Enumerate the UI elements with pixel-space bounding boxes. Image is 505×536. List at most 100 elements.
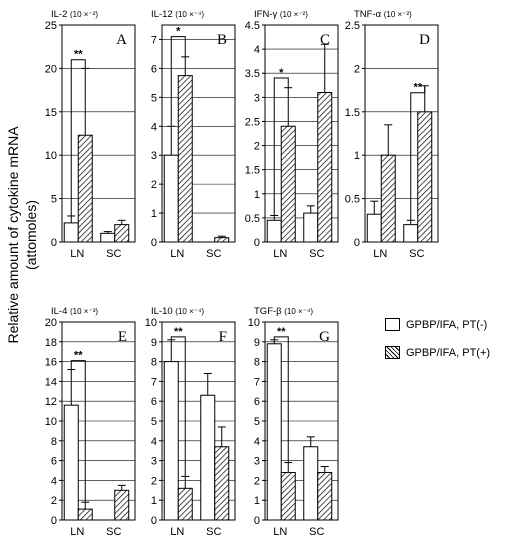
- bar-f-ln-s2: [177, 487, 193, 521]
- bar-g-sc-s2: [317, 471, 333, 521]
- bar-f-sc-s2: [214, 446, 230, 521]
- panel-letter-d: D: [419, 32, 430, 48]
- x-tick-label-g-sc: SC: [309, 526, 324, 536]
- y-tick-label-e: 2: [51, 495, 57, 507]
- y-tick-label-c: 2.5: [245, 116, 260, 128]
- y-tick-label-e: 20: [45, 317, 57, 329]
- y-tick-label-g: 7: [254, 376, 260, 388]
- panel-title-name-e: IL-4: [51, 306, 70, 317]
- panel-frame-d: [364, 24, 439, 243]
- y-tick-label-a: 20: [45, 63, 57, 75]
- y-tick-label-c: 2: [254, 141, 260, 153]
- panel-title-c: IFN-γ (10 ×⁻²): [254, 9, 308, 20]
- x-tick-label-e-sc: SC: [106, 526, 121, 536]
- y-tick-label-e: 12: [45, 396, 57, 408]
- panel-title-a: IL-2 (10 ×⁻²): [51, 9, 98, 20]
- y-tick-label-e: 4: [51, 475, 57, 487]
- y-tick-label-g: 10: [248, 317, 260, 329]
- significance-label-d: **: [413, 82, 422, 94]
- y-tick-label-g: 1: [254, 495, 260, 507]
- y-tick-label-f: 3: [151, 456, 157, 468]
- significance-bracket-b: [170, 36, 186, 127]
- bar-c-sc-s2: [317, 92, 333, 243]
- bar-c-ln-s1: [266, 219, 282, 243]
- bar-e-ln-s2: [77, 508, 93, 521]
- panel-b: 0 1 2 3 4 5 6 7 IL-12 (10 ×⁻⁴) B LN SC *: [151, 9, 236, 260]
- y-tick-label-d: 1: [354, 150, 360, 162]
- y-tick-label-f: 10: [145, 317, 157, 329]
- bar-b-sc-s2: [214, 237, 230, 243]
- y-tick-label-g: 0: [254, 515, 260, 527]
- y-tick-label-f: 0: [151, 515, 157, 527]
- y-axis-label-line2: (attomoles): [23, 200, 39, 270]
- y-tick-label-e: 6: [51, 456, 57, 468]
- panel-letter-g: G: [319, 329, 330, 345]
- y-tick-label-a: 15: [45, 107, 57, 119]
- bar-c-sc-s1: [303, 212, 319, 243]
- y-tick-label-g: 9: [254, 337, 260, 349]
- y-tick-label-g: 6: [254, 396, 260, 408]
- significance-label-c: *: [279, 67, 284, 79]
- panel-title-name-f: IL-10: [151, 306, 175, 317]
- y-tick-label-d: 2: [354, 63, 360, 75]
- bar-d-ln-s1: [366, 213, 382, 243]
- panel-title-b: IL-12 (10 ×⁻⁴): [151, 9, 204, 20]
- x-tick-label-d-ln: LN: [373, 248, 387, 260]
- bar-d-sc-s1: [403, 224, 419, 243]
- bar-d-ln-s2: [380, 154, 396, 243]
- x-tick-label-f-ln: LN: [170, 526, 184, 536]
- panel-letter-a: A: [116, 32, 127, 48]
- bar-a-sc-s2: [114, 224, 130, 243]
- x-tick-label-e-ln: LN: [70, 526, 84, 536]
- legend-label-pt-plus: GPBP/IFA, PT(+): [406, 346, 491, 359]
- legend-item-pt-minus: GPBP/IFA, PT(-): [385, 318, 490, 331]
- bar-g-sc-s1: [303, 446, 319, 521]
- y-tick-label-g: 4: [254, 436, 260, 448]
- y-tick-label-e: 18: [45, 337, 57, 349]
- panel-title-e: IL-4 (10 ×⁻³): [51, 306, 98, 317]
- panel-letter-c: C: [320, 32, 330, 48]
- significance-label-e: **: [74, 350, 83, 362]
- x-tick-label-c-ln: LN: [273, 248, 287, 260]
- y-tick-label-f: 2: [151, 475, 157, 487]
- significance-label-b: *: [176, 26, 181, 38]
- significance-label-f: **: [174, 326, 183, 338]
- y-tick-label-e: 10: [45, 416, 57, 428]
- x-tick-label-b-sc: SC: [206, 248, 221, 260]
- y-tick-label-b: 6: [151, 63, 157, 75]
- y-tick-label-d: 0: [354, 237, 360, 249]
- legend-item-pt-plus: GPBP/IFA, PT(+): [385, 346, 490, 359]
- x-tick-label-g-ln: LN: [273, 526, 287, 536]
- panel-title-scale-c: (10 ×⁻²): [280, 10, 308, 19]
- panel-title-name-d: TNF-α: [354, 9, 384, 20]
- y-tick-label-g: 3: [254, 456, 260, 468]
- bar-e-ln-s1: [63, 404, 79, 521]
- y-tick-label-c: 1: [254, 189, 260, 201]
- panel-letter-f: F: [219, 329, 227, 345]
- y-axis-label: Relative amount of cytokine mRNA (attomo…: [2, 70, 46, 400]
- y-tick-label-g: 2: [254, 475, 260, 487]
- bar-c-ln-s2: [280, 125, 296, 243]
- y-axis-label-line1: Relative amount of cytokine mRNA: [5, 126, 21, 344]
- panel-frame-a: [61, 24, 136, 243]
- legend-swatch-open: [385, 318, 400, 331]
- panel-title-scale-d: (10 ×⁻²): [384, 10, 412, 19]
- y-tick-label-b: 0: [151, 237, 157, 249]
- y-tick-label-b: 5: [151, 92, 157, 104]
- y-tick-label-b: 3: [151, 150, 157, 162]
- significance-label-g: **: [277, 326, 286, 338]
- y-tick-label-c: 1.5: [245, 165, 260, 177]
- y-tick-label-c: 0: [254, 237, 260, 249]
- y-tick-label-g: 5: [254, 416, 260, 428]
- bar-a-ln-s1: [63, 222, 79, 243]
- y-tick-label-b: 1: [151, 208, 157, 220]
- bar-f-ln-s1: [163, 361, 179, 521]
- panel-title-name-c: IFN-γ: [254, 9, 280, 20]
- y-tick-label-e: 14: [45, 376, 57, 388]
- panel-title-f: IL-10 (10 ×⁻⁴): [151, 306, 204, 317]
- x-tick-label-a-ln: LN: [70, 248, 84, 260]
- y-tick-label-b: 2: [151, 179, 157, 191]
- significance-bracket-g: [273, 336, 289, 463]
- x-tick-label-a-sc: SC: [106, 248, 121, 260]
